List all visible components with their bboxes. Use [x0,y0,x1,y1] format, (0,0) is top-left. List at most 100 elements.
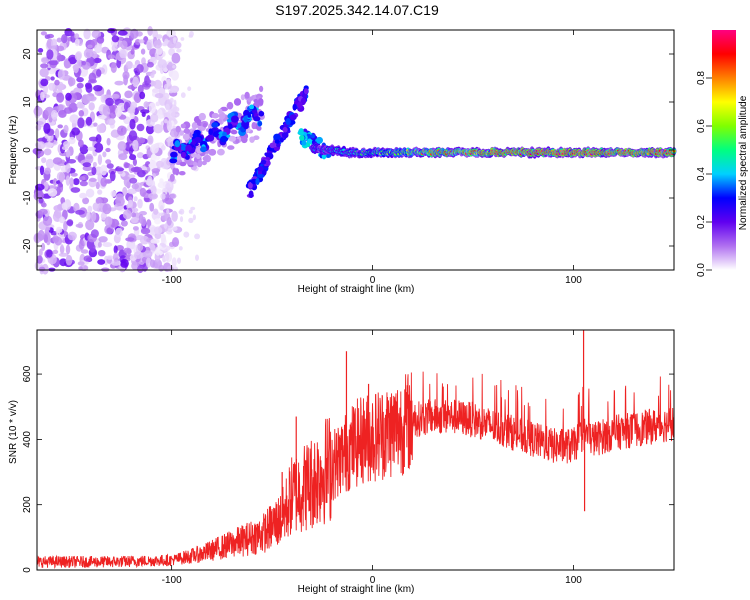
spectrogram-noise-blob [76,82,84,89]
spectrogram-noise-blob [97,259,106,265]
spectrogram-noise-blob [87,146,96,151]
spectrogram-signal-blob [247,113,252,118]
spectrogram-noise-blob [61,202,68,210]
spectrogram-signal-blob [269,142,276,149]
spectrogram-noise-blob [147,79,152,84]
spectrogram-noise-blob [52,178,58,186]
spectrogram-signal-blob [307,138,312,144]
spectrogram-noise-blob [118,153,128,161]
spectrogram-noise-blob [97,189,103,195]
spectrogram-noise-blob [57,183,63,188]
spectrogram-signal-blob [316,136,323,144]
spectrogram-signal-blob [172,167,177,175]
spectrogram-noise-blob [106,227,113,235]
spectrogram-signal-blob [298,128,304,134]
spectrogram-noise-blob [67,231,77,241]
spectrogram-noise-blob [38,197,44,204]
spectrogram-noise-blob [132,158,137,166]
spectrogram-noise-blob [148,102,157,114]
spectrogram-noise-blob [163,84,169,90]
spectrogram-signal-blob [276,142,281,148]
spectrogram-signal-blob [241,136,248,144]
spectrogram-noise-blob [74,33,80,40]
spectrogram-noise-blob [39,67,49,78]
spectrogram-noise-blob [142,250,153,258]
spectrogram-noise-blob [137,265,144,274]
spectrogram-noise-blob [114,80,124,86]
spectrogram-noise-blob [43,84,49,95]
spectrogram-signal-blob [248,190,254,198]
snr-x-label: Height of straight line (km) [298,584,415,595]
spectrogram-noise-blob [177,257,181,264]
spectrogram-noise-blob [66,159,77,164]
spectrogram-signal-blob [258,110,265,117]
spectrogram-noise-blob [164,223,168,229]
spectrogram-noise-blob [78,139,84,148]
spectrogram-signal-blob [208,148,217,156]
spectrogram-noise-blob [122,186,128,196]
spectrogram-noise-blob [92,161,97,168]
spectrogram-noise-blob [160,205,164,211]
spectrogram-noise-blob [85,153,94,164]
snr-y-tick-label: 0 [22,567,33,573]
spectrogram-noise-blob [88,102,95,111]
spectrogram-noise-blob [127,106,135,114]
spectrogram-signal-blob [244,91,250,99]
snr-y-tick-label: 200 [22,496,33,513]
spectrogram-noise-blob [38,266,46,272]
spectrogram-noise-blob [92,202,100,212]
spectrogram-noise-blob [105,159,112,165]
spectrogram-signal-blob [249,104,255,110]
spectrogram-noise-blob [124,90,133,99]
spectrogram-noise-blob [132,207,139,213]
spectrogram-noise-blob [164,38,169,45]
spectrogram-noise-blob [61,34,68,44]
spectrogram-signal-blob [282,126,288,133]
spectrogram-noise-blob [85,83,93,93]
snr-y-ticks: 0 200 400 600 [22,365,674,573]
spectrogram-noise-blob [87,205,93,213]
spectrogram-noise-blob [153,259,162,269]
spectrogram-noise-blob [56,226,63,234]
spectrogram-noise [32,26,201,275]
spectrogram-noise-blob [130,28,139,39]
spectrogram-noise-blob [156,160,164,168]
spectrogram-noise-blob [117,141,127,151]
spectrogram-noise-blob [79,180,88,187]
spectrogram-noise-blob [173,266,178,272]
spectrogram-signal-blob [301,140,307,146]
spectrogram-signal-blob [202,156,208,162]
spectrogram-signal-blob [197,159,203,167]
spectrogram-noise-blob [95,134,102,144]
spectrogram-signal-blob [230,115,239,123]
spectrogram-noise-blob [168,89,174,94]
spectrogram-x-tick-label: -100 [162,275,182,286]
spectrogram-noise-blob [68,31,75,37]
spectrogram-signal-blob [198,112,206,121]
spectrogram-noise-blob [123,74,128,86]
colorbar-ticks: 0.0 0.2 0.4 0.6 0.8 [696,71,712,277]
spectrogram-noise-blob [96,69,102,77]
spectrogram-signal-blob [206,134,215,142]
spectrogram-signal-blob [179,130,184,136]
spectrogram-noise-blob [37,48,44,53]
spectrogram-x-ticks: -100 0 100 [162,30,582,286]
snr-series-line [36,371,675,569]
spectrogram-noise-blob [115,245,124,251]
spectrogram-noise-blob [115,106,122,118]
spectrogram-noise-blob [63,141,70,148]
spectrogram-signal-blob [259,85,264,92]
spectrogram-noise-blob [111,44,118,52]
spectrogram-noise-blob [93,142,104,153]
spectrogram-noise-blob [171,237,180,248]
spectrogram-noise-blob [161,158,167,163]
spectrogram-signal-blob [303,88,309,95]
spectrogram-noise-blob [159,242,165,246]
spectrogram-noise-blob [194,233,201,240]
spectrogram-signal-blob [243,115,248,123]
spectrogram-noise-blob [124,162,131,168]
spectrogram-noise-blob [150,144,159,154]
spectrogram-signal-blob [191,122,198,130]
spectrogram-noise-blob [42,215,53,226]
